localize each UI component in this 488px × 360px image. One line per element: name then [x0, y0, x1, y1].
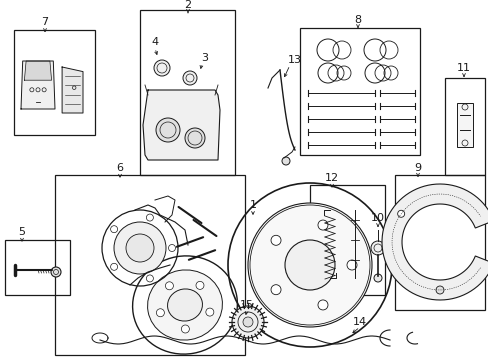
Circle shape — [373, 274, 381, 282]
Bar — [140, 10, 235, 175]
Circle shape — [181, 325, 189, 333]
Circle shape — [247, 203, 371, 327]
Text: 2: 2 — [184, 0, 191, 10]
Bar — [456, 103, 472, 147]
Polygon shape — [142, 90, 220, 160]
Text: 5: 5 — [19, 227, 25, 237]
Text: 14: 14 — [352, 317, 366, 327]
Circle shape — [168, 244, 175, 252]
Text: 10: 10 — [370, 213, 384, 223]
Polygon shape — [21, 61, 55, 109]
Circle shape — [231, 306, 264, 338]
Polygon shape — [62, 67, 83, 113]
Text: 4: 4 — [151, 37, 158, 47]
Circle shape — [184, 128, 204, 148]
Circle shape — [317, 220, 327, 230]
Ellipse shape — [147, 270, 222, 340]
Bar — [5, 240, 70, 295]
Circle shape — [51, 267, 61, 277]
Text: 15: 15 — [240, 300, 253, 310]
Circle shape — [183, 71, 197, 85]
Polygon shape — [381, 184, 488, 300]
Circle shape — [156, 118, 180, 142]
Circle shape — [110, 263, 118, 270]
Text: 3: 3 — [201, 53, 208, 63]
Circle shape — [205, 308, 213, 316]
Circle shape — [154, 60, 170, 76]
Circle shape — [196, 282, 203, 289]
Circle shape — [346, 260, 356, 270]
Text: 12: 12 — [324, 173, 338, 183]
Circle shape — [397, 210, 404, 217]
Circle shape — [114, 222, 165, 274]
Circle shape — [126, 234, 154, 262]
Circle shape — [370, 241, 384, 255]
Circle shape — [435, 286, 443, 294]
Bar — [444, 78, 484, 175]
Text: 13: 13 — [287, 55, 302, 65]
Text: 9: 9 — [414, 163, 421, 173]
Circle shape — [110, 226, 118, 233]
Circle shape — [165, 282, 173, 290]
Circle shape — [146, 275, 153, 282]
Bar — [55, 175, 244, 355]
Circle shape — [270, 235, 281, 245]
Bar — [394, 175, 484, 310]
Circle shape — [282, 157, 289, 165]
Circle shape — [285, 240, 334, 290]
Bar — [299, 28, 419, 155]
Circle shape — [146, 214, 153, 221]
Text: 7: 7 — [41, 17, 48, 27]
Text: 6: 6 — [116, 163, 123, 173]
Circle shape — [156, 309, 164, 317]
Circle shape — [317, 300, 327, 310]
Text: 11: 11 — [456, 63, 470, 73]
Circle shape — [270, 285, 281, 295]
Text: 1: 1 — [249, 200, 256, 210]
Bar — [14, 30, 95, 135]
Text: 8: 8 — [354, 15, 361, 25]
Ellipse shape — [167, 289, 202, 321]
Bar — [309, 185, 384, 295]
Polygon shape — [24, 61, 52, 80]
Circle shape — [243, 317, 252, 327]
